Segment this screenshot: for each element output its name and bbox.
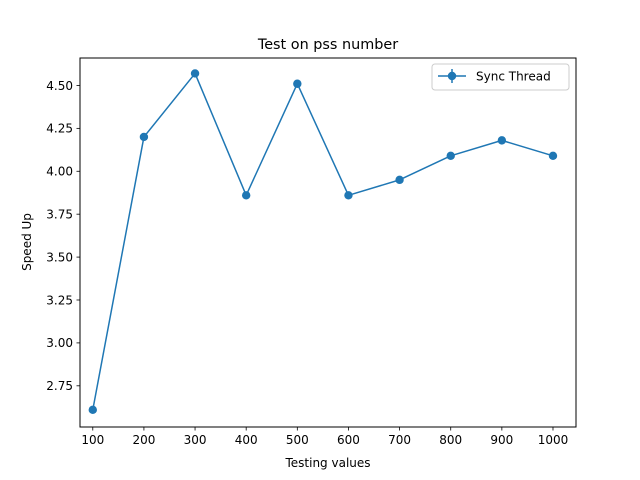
legend: Sync Thread xyxy=(431,63,570,91)
y-tick-label: 3.00 xyxy=(46,336,73,350)
y-tick-label: 4.25 xyxy=(46,122,73,136)
x-tick-label: 800 xyxy=(439,433,462,447)
data-point xyxy=(139,132,149,142)
legend-label: Sync Thread xyxy=(476,70,551,84)
y-axis-label: Speed Up xyxy=(20,213,34,271)
data-point xyxy=(88,405,97,415)
legend-box xyxy=(431,63,570,91)
x-tick-label: 500 xyxy=(286,433,309,447)
x-tick-label: 100 xyxy=(81,433,104,447)
chart-title: Test on pss number xyxy=(257,37,398,53)
x-axis-label: Testing values xyxy=(284,456,370,470)
x-tick-label: 400 xyxy=(235,433,258,447)
data-point xyxy=(548,151,558,161)
x-tick-label: 600 xyxy=(337,433,360,447)
data-point xyxy=(446,151,455,161)
legend-marker xyxy=(447,71,457,81)
series-line-sync-thread xyxy=(92,72,554,410)
data-point xyxy=(344,191,353,200)
data-point xyxy=(497,136,507,145)
x-tick-label: 1000 xyxy=(538,433,569,447)
x-tick-label: 200 xyxy=(132,433,155,447)
plot-frame xyxy=(79,57,577,428)
y-tick-label: 3.75 xyxy=(46,207,73,221)
x-tick-label: 900 xyxy=(490,433,513,447)
y-tick-label: 2.75 xyxy=(46,379,73,393)
data-point xyxy=(190,69,200,78)
x-tick-label: 300 xyxy=(184,433,207,447)
plot-layer: 100 200 300 400 500 600 700 800 900 1000 2.75 3.00 3… xyxy=(46,69,568,447)
y-tick-label: 4.00 xyxy=(46,165,73,179)
data-point xyxy=(241,191,251,200)
y-tick-label: 4.50 xyxy=(46,79,73,93)
y-tick-label: 3.50 xyxy=(46,250,73,264)
x-tick-label: 700 xyxy=(388,433,411,447)
data-point xyxy=(395,175,404,185)
data-point xyxy=(293,79,302,88)
y-tick-label: 3.25 xyxy=(46,293,73,307)
